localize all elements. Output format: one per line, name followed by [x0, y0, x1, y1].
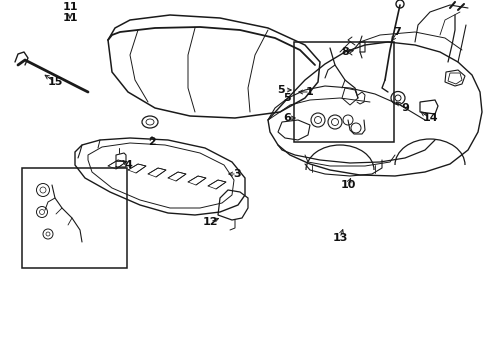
Text: 6: 6 — [283, 113, 290, 123]
Text: 1: 1 — [305, 87, 313, 97]
Bar — [293, 42, 393, 142]
Text: 5: 5 — [277, 85, 285, 95]
Bar — [22, 168, 127, 268]
Text: 14: 14 — [421, 113, 437, 123]
Text: 3: 3 — [233, 169, 240, 179]
Text: 2: 2 — [148, 137, 156, 147]
Text: 8: 8 — [341, 47, 348, 57]
Text: 7: 7 — [392, 27, 400, 37]
Text: 10: 10 — [340, 180, 355, 190]
Text: 9: 9 — [400, 103, 408, 113]
Text: 5: 5 — [283, 93, 290, 103]
Text: 13: 13 — [332, 233, 347, 243]
Text: 12: 12 — [202, 217, 217, 227]
Text: 11: 11 — [62, 2, 78, 12]
Text: 11: 11 — [62, 13, 78, 23]
Text: 15: 15 — [47, 77, 62, 87]
Text: 4: 4 — [124, 160, 132, 170]
